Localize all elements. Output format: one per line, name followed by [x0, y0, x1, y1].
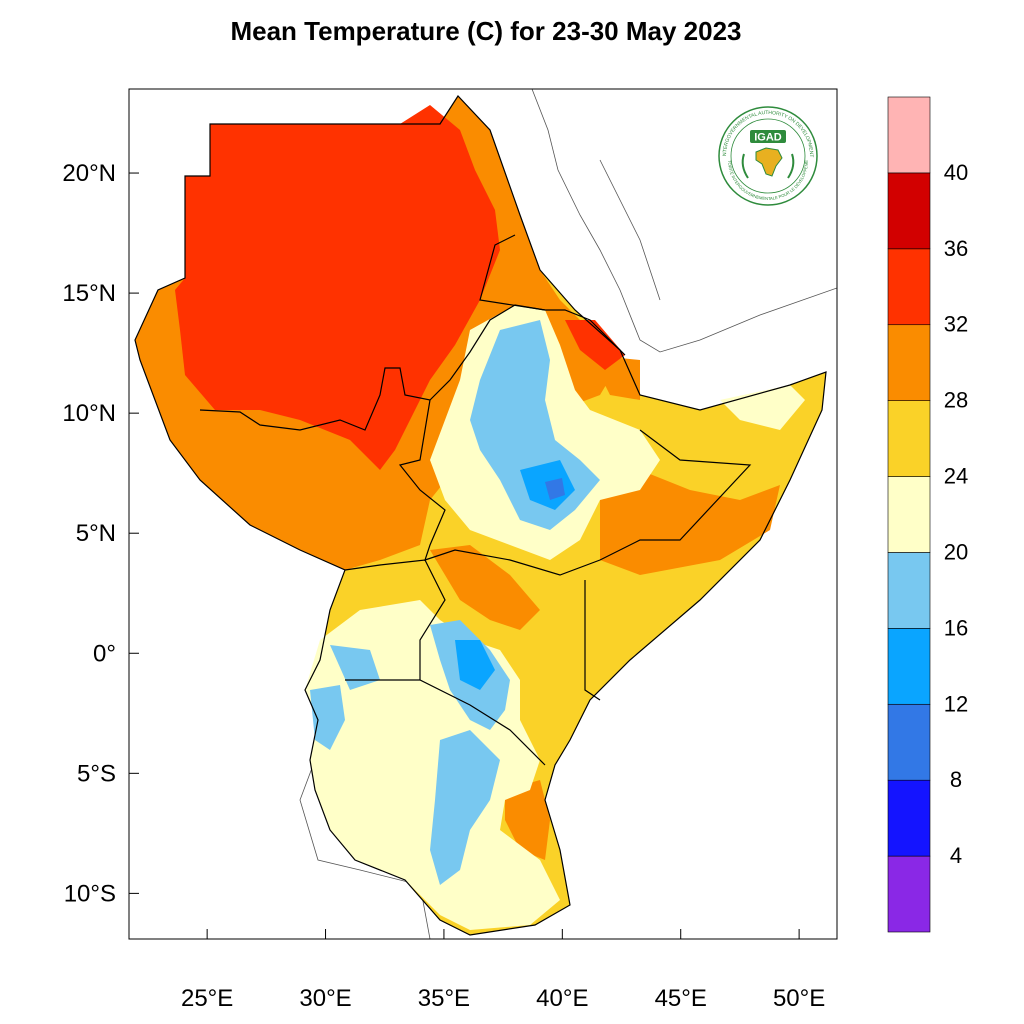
lon-tick-label: 30°E: [299, 985, 351, 1012]
colorbar-bin: [887, 628, 931, 705]
colorbar-label: 8: [950, 767, 962, 792]
region-cold-2: [455, 640, 495, 690]
lon-tick-label: 45°E: [655, 985, 707, 1012]
igad-logo: INTERGOVERNMENTAL AUTHORITY ON DEVELOPME…: [714, 100, 820, 208]
colorbar-bin: [887, 552, 931, 629]
lat-tick-label: 20°N: [62, 160, 116, 187]
lon-tick-label: 35°E: [418, 985, 470, 1012]
region-cool-lake: [310, 685, 345, 750]
colorbar-bin: [887, 400, 931, 477]
colorbar-bin: [887, 703, 931, 781]
colorbar-label: 16: [944, 615, 968, 640]
logo-text: IGAD: [754, 132, 782, 144]
colorbar-label: 40: [944, 160, 968, 185]
region-hot-south: [505, 780, 550, 860]
colorbar-bin: [887, 324, 931, 401]
map-title: Mean Temperature (C) for 23-30 May 2023: [230, 16, 742, 46]
colorbar-label: 36: [944, 236, 968, 261]
lon-tick-label: 40°E: [536, 985, 588, 1012]
colorbar-bin: [887, 96, 931, 174]
colorbar-bin: [887, 779, 931, 857]
colorbar-bin: [887, 248, 931, 326]
lat-tick-label: 0°: [93, 640, 116, 667]
lat-tick-label: 10°S: [64, 880, 116, 907]
colorbar-label: 28: [944, 388, 968, 413]
lon-tick-label: 50°E: [773, 985, 825, 1012]
colorbar-label: 24: [944, 464, 968, 489]
lon-tick-label: 25°E: [181, 985, 233, 1012]
colorbar-label: 4: [950, 843, 962, 868]
latitude-axis: 20°N 15°N 10°N 5°N 0° 5°S 10°S: [62, 160, 139, 907]
colorbar-bin: [887, 172, 931, 250]
lat-tick-label: 10°N: [62, 400, 116, 427]
lat-tick-label: 15°N: [62, 280, 116, 307]
region-very-hot-east: [565, 320, 625, 370]
colorbar: 4 8 12 16 20 24 28 32 36 40: [887, 96, 968, 933]
region-colder-1: [545, 478, 565, 500]
colorbar-label: 12: [944, 691, 968, 716]
lat-tick-label: 5°N: [76, 520, 116, 547]
region-mild-east: [720, 385, 805, 430]
lat-tick-label: 5°S: [77, 760, 116, 787]
country-borders: [134, 95, 827, 936]
region-cool-west: [330, 645, 380, 690]
colorbar-bin: [887, 476, 931, 553]
colorbar-label: 32: [944, 312, 968, 337]
longitude-axis: 25°E 30°E 35°E 40°E 45°E 50°E: [181, 929, 825, 1012]
region-hot-central: [430, 545, 540, 630]
region-cool-tz: [430, 730, 500, 885]
region-hot-east: [600, 470, 780, 575]
colorbar-label: 20: [944, 539, 968, 564]
region-very-hot: [175, 105, 500, 470]
colorbar-bin: [887, 855, 931, 933]
